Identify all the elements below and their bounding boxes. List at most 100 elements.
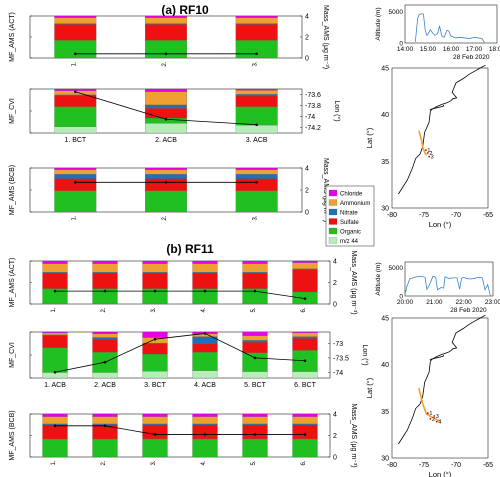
line-point (253, 356, 257, 360)
bar-segment-organic (235, 106, 278, 126)
bar-segment-sulfate (145, 178, 187, 191)
bar-segment-nitrate (242, 272, 268, 274)
x-tick-label: 18:00 (489, 46, 500, 53)
bar-segment-sulfate (92, 339, 118, 353)
bar-segment-organic (192, 438, 218, 458)
line-point (103, 424, 107, 428)
bar-segment-organic (145, 40, 187, 59)
y-tick-label: 5000 (389, 9, 404, 16)
bar-segment-chloride (292, 331, 318, 334)
bar-segment-ammonium (235, 90, 278, 95)
y-axis-label: MF_AMS (ACT) (9, 258, 16, 308)
waypoint (426, 152, 429, 154)
category-label: 2. (101, 307, 107, 312)
y-tick-label: 35 (381, 409, 389, 416)
legend-swatch (328, 208, 338, 216)
bar-segment-nitrate (42, 334, 68, 336)
y2-axis-label: Mass_AMS (μg m⁻³) (322, 158, 329, 222)
plot-frame (29, 260, 331, 305)
coastline-island (429, 104, 445, 110)
category-label: 2. (162, 215, 168, 220)
x-axis-label: Lon (°) (429, 220, 452, 229)
line-point (164, 181, 168, 184)
category-label: 6. BCT (294, 382, 317, 389)
y-axis-label: MF_AMS (BCB) (9, 410, 16, 460)
bar-segment-ammonium (145, 169, 187, 175)
bar-segment-nitrate (292, 336, 318, 339)
bar-segment-ammonium (92, 333, 118, 338)
waypoint-label: 1 (427, 148, 430, 154)
series-line (54, 333, 306, 373)
y-tick-label: 30 (381, 456, 389, 463)
y-axis-label: MF_CVI (9, 342, 16, 368)
waypoint (425, 149, 427, 152)
y2-tick-label: -73 (333, 341, 343, 348)
bar-segment-ammonium (42, 263, 68, 273)
bar-segment-ammonium (92, 263, 118, 273)
bar-segment-nitrate (192, 423, 218, 425)
coastline (398, 314, 486, 445)
altitude-line (404, 275, 491, 296)
category-label: 1. (51, 460, 57, 465)
bar-segment-sulfate (235, 24, 278, 41)
bar-segment-chloride (92, 331, 118, 334)
bar-segment-sulfate (54, 178, 97, 191)
y2-tick-label: 4 (333, 412, 337, 419)
y2-tick-label: -74.2 (305, 125, 321, 132)
y2-tick-label: 4 (333, 259, 337, 266)
category-label: 4. (201, 307, 207, 312)
map-frame (391, 67, 489, 209)
bar-segment-organic (142, 438, 168, 458)
line-point (103, 360, 107, 364)
category-label: 1. (71, 215, 77, 220)
bar-segment-nitrate (242, 423, 268, 425)
bar-segment-ammonium (142, 263, 168, 273)
bar-segment-chloride (145, 15, 187, 18)
series-line (55, 425, 305, 435)
category-label: 3. (151, 460, 157, 465)
panel-rf10-cvi: 1. BCT 2. ACB 3. ACB -73.6 -73.8 -74 -74.2 MF_C… (9, 88, 341, 144)
line-point (255, 181, 258, 184)
bar-segment-chloride (235, 88, 278, 91)
x-tick-label: -70 (451, 462, 461, 469)
plot-frame (404, 261, 494, 297)
y-tick-label: 0 (399, 41, 403, 48)
bar-segment-nitrate (54, 94, 97, 96)
panel-rf10-bcb: 1. 2. 3. 0 2 4 MF_AMS (BCB) Mass_AMS (μg m⁻³) (9, 158, 329, 222)
waypoint-label: 1 (429, 411, 432, 417)
bar-segment-nitrate (242, 340, 268, 343)
y2-tick-label: 0 (305, 56, 309, 63)
bar-segment-nitrate (54, 174, 97, 179)
bar-segment-ammonium (42, 416, 68, 424)
y2-axis-label: Mass_AMS (μg m⁻³) (350, 403, 357, 467)
bar-segment-nitrate (235, 94, 278, 97)
category-label: 1. (71, 61, 77, 66)
bar-segment-nitrate (42, 272, 68, 274)
bar-segment-sulfate (92, 272, 118, 289)
panel-rf11-bcb: 1. 2. 3. 4. 5. 6. 0 2 4 MF_AMS (BCB) Mass_AMS (μg … (9, 403, 357, 467)
legend-swatch (328, 218, 338, 225)
y2-axis-label: Mass_AMS (μg m⁻³) (322, 5, 329, 69)
y-tick-label: 0 (399, 294, 403, 301)
y2-tick-label: -73.5 (333, 355, 349, 362)
bar-segment-sulfate (192, 424, 218, 440)
bar-segment-chloride (242, 260, 268, 264)
bar-segment-sulfate (242, 342, 268, 353)
bar-segment-chloride (42, 331, 68, 334)
line-point (303, 433, 307, 436)
bar-segment-chloride (54, 167, 97, 170)
waypoint (426, 412, 429, 415)
line-point (203, 433, 207, 436)
x-tick-label: 16:00 (443, 46, 460, 53)
y2-tick-label: 4 (305, 166, 309, 173)
y-tick-label: 45 (381, 316, 389, 323)
legend-swatch (328, 199, 338, 206)
plot-frame (404, 4, 498, 44)
bar-segment-nitrate (235, 23, 278, 25)
category-label: 3. (151, 307, 157, 312)
y2-axis-label: Lon (°) (361, 344, 369, 365)
line-point (53, 289, 57, 293)
category-label: 3. BCT (144, 382, 167, 389)
bar-segment-organic (235, 190, 278, 213)
